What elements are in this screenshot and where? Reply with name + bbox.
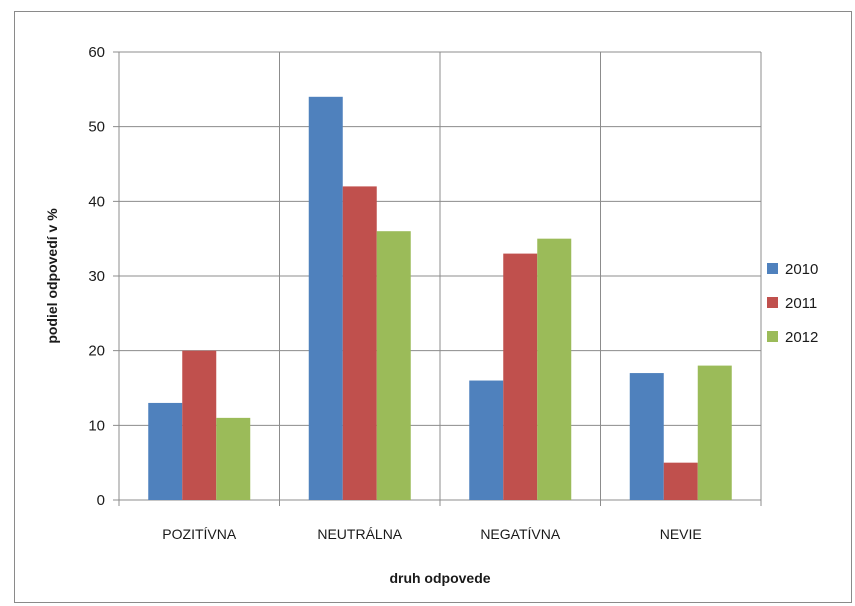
legend-label: 2010 [785,261,818,278]
bar-2012-0 [216,417,251,500]
y-tick-labels: 0 10 20 30 40 50 60 [88,44,105,509]
y-tick-label: 30 [88,268,105,285]
bars [148,96,732,501]
x-category-label: NEVIE [660,526,702,542]
legend-label: 2012 [785,329,818,346]
bar-chart: 0 10 20 30 40 50 60 POZITÍVNA NEUTRÁLNA NEGATÍVN… [44,44,818,586]
y-tick-label: 50 [88,119,105,136]
y-tick-label: 0 [97,492,105,509]
y-axis-title: podiel odpovedí v % [44,208,60,344]
bar-2011-0 [182,350,217,500]
bar-2010-1 [308,96,343,501]
bar-2010-2 [469,380,504,500]
y-tick-label: 60 [88,44,105,61]
legend-swatch-2010 [767,263,778,274]
bar-2012-3 [697,365,732,500]
chart-frame: 0 10 20 30 40 50 60 POZITÍVNA NEUTRÁLNA NEGATÍVN… [14,11,852,603]
legend: 2010 2011 2012 [767,261,818,346]
y-tick-label: 40 [88,193,105,210]
x-category-label: NEGATÍVNA [480,526,561,542]
bar-2010-0 [148,402,183,500]
bar-2011-3 [663,462,698,500]
bar-2011-2 [503,253,538,500]
x-category-label: POZITÍVNA [162,526,237,542]
x-axis-title: druh odpovede [389,570,490,586]
legend-label: 2011 [785,295,817,312]
y-tick-label: 10 [88,417,105,434]
y-tick-label: 20 [88,343,105,360]
bar-2012-1 [376,231,411,500]
bar-2012-2 [537,238,572,500]
bar-2011-1 [342,186,377,500]
x-category-label: NEUTRÁLNA [317,526,402,542]
x-category-labels: POZITÍVNA NEUTRÁLNA NEGATÍVNA NEVIE [162,526,701,542]
bar-2010-3 [629,373,664,500]
legend-swatch-2011 [767,297,778,308]
legend-swatch-2012 [767,331,778,342]
